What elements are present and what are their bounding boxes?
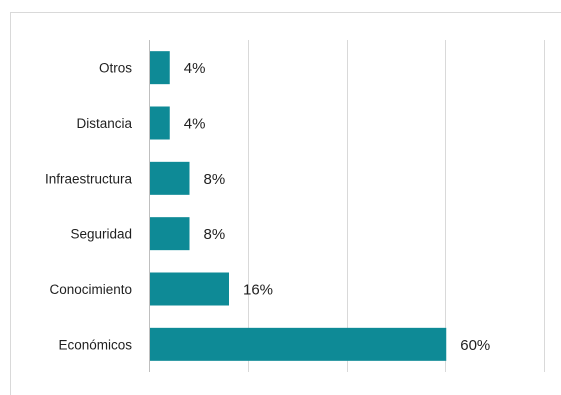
data-labels: 4% 4% 8% 8% 16% 60% bbox=[184, 60, 491, 354]
bar-seguridad bbox=[150, 217, 190, 251]
data-label: 16% bbox=[243, 282, 273, 299]
data-label: 60% bbox=[460, 337, 490, 354]
data-label: 4% bbox=[184, 116, 206, 133]
bar-conocimiento bbox=[150, 272, 229, 306]
bars bbox=[150, 51, 447, 361]
bar-infraestructura bbox=[150, 161, 190, 195]
category-label: Otros bbox=[99, 61, 132, 76]
category-label: Económicos bbox=[58, 337, 132, 352]
bar-distancia bbox=[150, 106, 170, 140]
category-labels: Otros Distancia Infraestructura Seguridad Co… bbox=[45, 61, 133, 353]
category-label: Conocimiento bbox=[49, 282, 132, 297]
bar-económicos bbox=[150, 327, 447, 361]
data-label: 8% bbox=[204, 226, 226, 243]
category-label: Distancia bbox=[76, 116, 132, 131]
category-label: Infraestructura bbox=[45, 171, 133, 186]
bar-otros bbox=[150, 51, 170, 85]
gridlines bbox=[149, 40, 545, 372]
category-label: Seguridad bbox=[70, 227, 132, 242]
data-label: 4% bbox=[184, 60, 206, 77]
chart-frame bbox=[10, 12, 561, 395]
data-label: 8% bbox=[204, 171, 226, 188]
